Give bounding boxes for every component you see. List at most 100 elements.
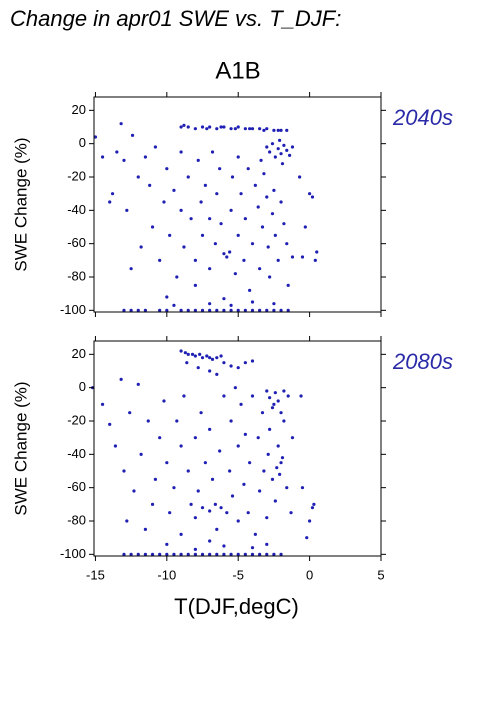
data-point [222,308,226,312]
data-point [193,258,197,262]
data-point [158,436,162,440]
data-point [286,283,290,287]
data-point [268,275,272,279]
data-point [93,135,98,139]
data-point [265,145,269,149]
data-point [276,444,280,448]
data-point [122,158,126,162]
x-tick-label: 0 [306,567,313,582]
data-point [275,466,279,470]
data-point [243,361,247,365]
data-point [193,308,197,312]
data-point [215,308,219,312]
data-point [260,225,265,229]
data-point [222,552,226,556]
data-point [270,142,275,146]
data-point [268,427,272,431]
data-point [122,552,126,556]
y-tick-label: -40 [67,446,86,461]
data-point [165,461,169,465]
y-tick-label: -80 [67,268,86,283]
y-axis-label: SWE Change (%) [11,137,30,271]
data-point [265,389,269,393]
data-point [279,308,283,312]
data-point [222,297,226,301]
data-point [279,152,283,156]
data-point [236,233,240,237]
data-point [250,359,255,363]
data-point [265,308,269,312]
x-axis-label: T(DJF,degC) [174,594,299,619]
data-point [273,391,277,395]
data-point [236,366,240,370]
plot-frame [93,96,382,313]
data-point [222,361,226,365]
data-point [162,399,166,403]
data-point [208,302,212,306]
data-point [270,212,275,216]
data-point [265,542,269,546]
data-point [272,188,276,192]
data-point [182,245,186,249]
data-point [290,255,295,259]
data-point [122,469,126,473]
data-point [165,542,169,546]
data-point [315,250,319,254]
data-point [186,125,190,129]
data-point [276,147,280,151]
data-point [225,511,229,515]
data-point [253,532,257,536]
data-point [236,308,240,312]
data-point [182,123,186,127]
data-point [208,369,212,373]
data-point [250,300,255,304]
data-point [228,250,232,254]
data-point [110,192,115,196]
scenario-title: A1B [215,57,260,84]
data-point [218,167,222,171]
data-point [273,233,277,237]
data-point [258,267,262,271]
data-point [229,364,233,368]
data-point [242,258,246,262]
data-point [248,127,252,131]
figure-title: Change in apr01 SWE vs. T_DJF: [10,6,341,31]
data-point [282,419,286,423]
data-point [256,205,260,209]
data-point [196,489,200,493]
data-point [270,477,275,481]
data-point [158,308,162,312]
data-point [193,354,197,358]
data-point [136,382,140,386]
data-point [230,175,235,179]
data-point [146,419,150,423]
data-point [236,155,240,159]
y-tick-label: -80 [67,512,86,527]
data-point [243,552,247,556]
data-point [179,349,183,353]
panel-label: 2080s [392,349,453,374]
data-point [229,127,233,131]
data-point [213,242,217,246]
data-point [229,308,233,312]
data-point [208,308,212,312]
data-point [125,208,129,212]
y-tick-label: -20 [67,412,86,427]
x-tick-label: -10 [157,567,176,582]
data-point [205,127,209,131]
data-point [139,245,143,249]
data-point [259,158,263,162]
data-point [258,552,262,556]
data-point [312,502,316,506]
data-point [305,536,309,540]
x-tick-label: -5 [232,567,244,582]
data-point [308,519,312,523]
data-point [208,552,212,556]
data-point [308,192,312,196]
data-point [285,486,289,490]
data-point [250,127,255,131]
data-point [183,351,187,355]
data-point [210,150,215,154]
data-point [265,127,269,131]
data-point [200,233,205,237]
